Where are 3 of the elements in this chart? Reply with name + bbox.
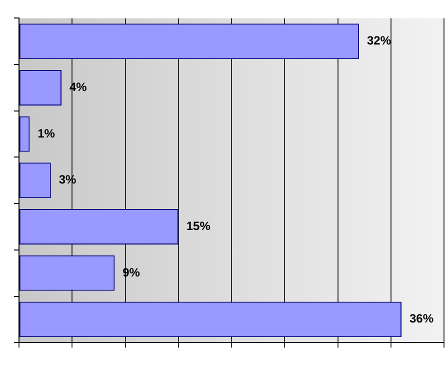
data-label: 1%	[38, 126, 56, 140]
data-label: 36%	[410, 312, 434, 326]
data-label: 15%	[186, 219, 211, 234]
